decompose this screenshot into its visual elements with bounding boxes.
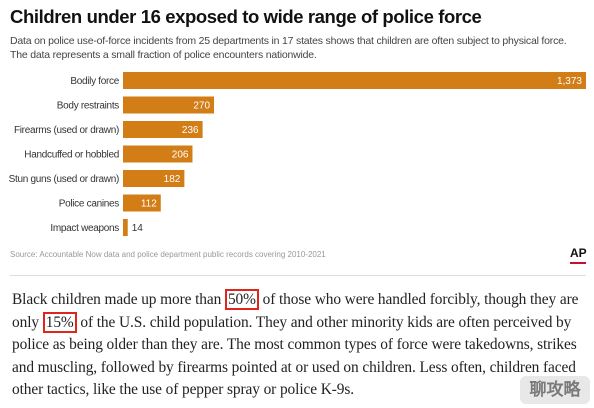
value-label: 236	[182, 125, 199, 136]
value-label: 14	[132, 223, 144, 234]
category-label: Handcuffed or hobbled	[24, 150, 119, 161]
bar	[123, 145, 193, 163]
chart-divider	[10, 275, 586, 276]
category-label: Firearms (used or drawn)	[14, 125, 119, 136]
article-text-2: of those who were handled forcibly, thou…	[12, 291, 579, 331]
bar-chart-svg: Bodily force 1,373 Body restraints 270 Firea…	[9, 72, 586, 236]
bar	[123, 121, 203, 138]
category-label: Body restraints	[57, 101, 119, 112]
category-label: Police canines	[59, 199, 120, 210]
chart-title: Children under 16 exposed to wide range …	[10, 6, 482, 27]
chart: Children under 16 exposed to wide range …	[9, 6, 587, 276]
bar	[123, 96, 215, 114]
bar	[123, 219, 128, 236]
chart-subtitle: Data on police use-of-force incidents fr…	[10, 35, 567, 61]
value-label: 1,373	[557, 76, 582, 87]
article-text-1: Black children made up more than	[12, 291, 225, 308]
ap-logo-underline	[570, 262, 586, 264]
highlight-50-percent: 50%	[224, 289, 259, 310]
value-label: 182	[164, 174, 181, 185]
highlight-15-percent: 15%	[42, 311, 77, 333]
site-watermark: 聊攻略	[520, 376, 590, 404]
category-label: Impact weapons	[50, 223, 119, 234]
ap-logo: AP	[570, 246, 587, 260]
bar	[123, 72, 586, 89]
article-text-3: of the U.S. child population. They and o…	[12, 313, 577, 399]
value-label: 112	[141, 199, 157, 210]
bar	[123, 194, 161, 212]
category-label: Bodily force	[70, 76, 119, 87]
bar	[123, 170, 185, 187]
article-paragraph: Black children made up more than 50% of …	[12, 289, 592, 402]
chart-source: Source: Accountable Now data and police …	[10, 250, 326, 259]
value-label: 270	[193, 101, 210, 112]
category-label: Stun guns (used or drawn)	[9, 174, 119, 185]
value-label: 206	[172, 150, 189, 161]
